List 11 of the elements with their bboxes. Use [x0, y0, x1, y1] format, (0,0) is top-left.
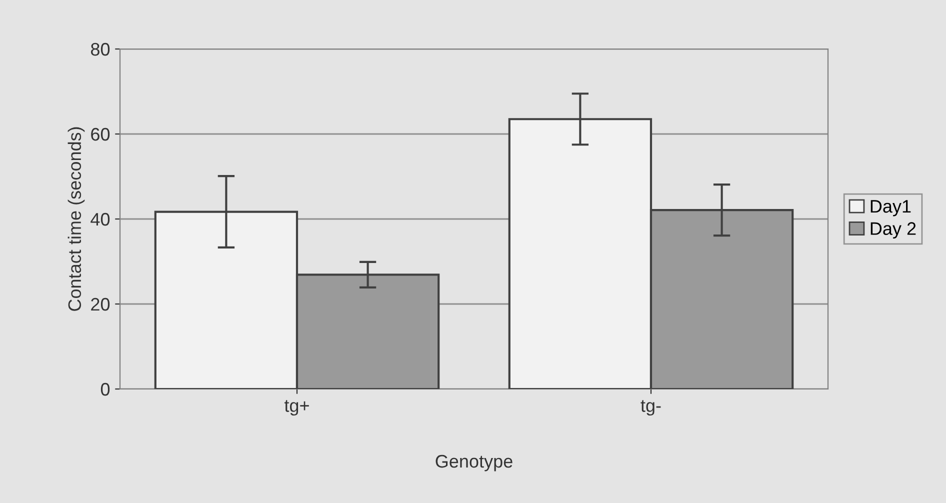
- x-tick-label: tg-: [640, 400, 661, 416]
- x-axis-title: Genotype: [436, 454, 512, 472]
- y-tick-label: 0: [100, 382, 110, 396]
- y-tick-label: 40: [90, 212, 110, 226]
- y-axis-title: Contact time (seconds): [68, 127, 85, 311]
- legend-label: Day1: [870, 200, 911, 216]
- y-tick-label: 60: [91, 128, 110, 141]
- y-tick-label: 80: [90, 42, 110, 56]
- legend-label: Day 2: [870, 222, 916, 239]
- x-tick-label: tg+: [284, 400, 309, 416]
- y-tick-label: 20: [91, 298, 110, 311]
